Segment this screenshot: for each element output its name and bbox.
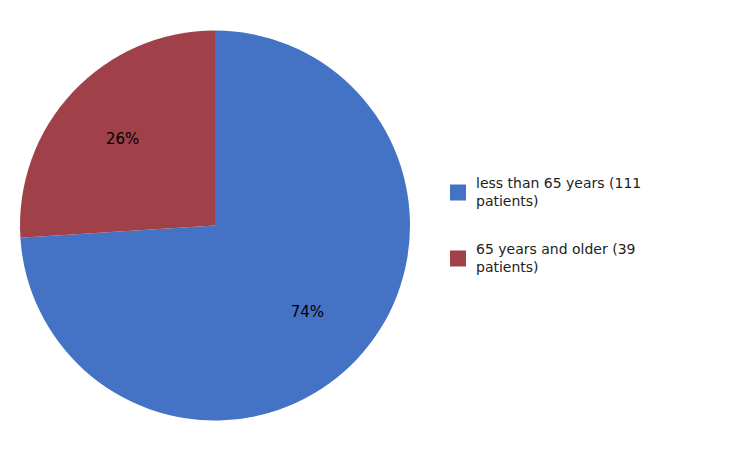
legend-swatch bbox=[450, 251, 466, 267]
legend: less than 65 years (111patients) 65 years… bbox=[450, 175, 641, 275]
legend-label: 65 years and older (39patients) bbox=[476, 241, 635, 275]
data-label: 74% bbox=[291, 303, 324, 321]
legend-swatch bbox=[450, 185, 466, 201]
slices bbox=[20, 30, 410, 420]
pie-slice bbox=[20, 30, 215, 237]
data-label: 26% bbox=[106, 130, 139, 148]
chart: 74% 26% less than 65 years (111patients) 65… bbox=[0, 0, 751, 451]
data-labels: 74% 26% bbox=[106, 130, 324, 322]
pie-slice bbox=[20, 31, 410, 421]
legend-label: less than 65 years (111patients) bbox=[476, 175, 641, 209]
